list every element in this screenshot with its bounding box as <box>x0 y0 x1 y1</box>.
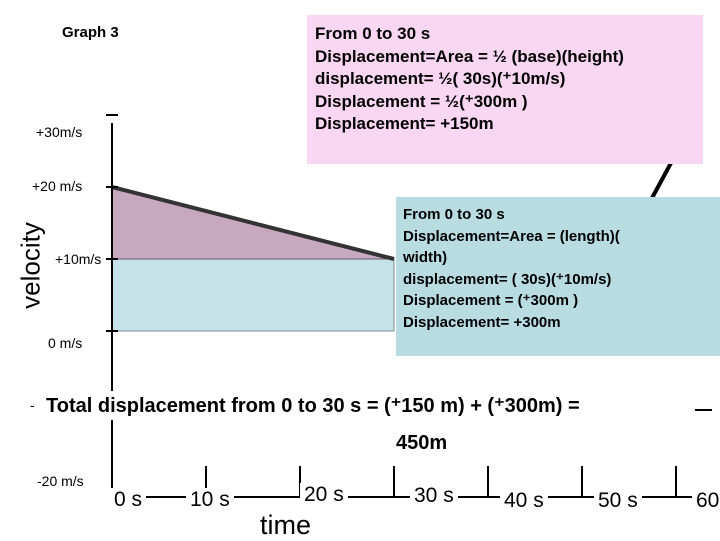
x-tick-label-50: 50 s <box>594 489 642 513</box>
rectangle-explanation-line: displacement= ( 30s)(⁺10m/s) <box>403 270 612 288</box>
triangle-explanation-line: Displacement = ½(⁺300m ) <box>315 91 528 111</box>
x-tick-label-20: 20 s <box>300 483 348 507</box>
triangle-explanation-line: From 0 to 30 s <box>315 24 431 43</box>
triangle-explanation-line: Displacement=Area = ½ (base)(height) <box>315 46 624 66</box>
graph-title: Graph 3 <box>62 24 119 41</box>
y-tick-label-minus: - <box>29 395 36 415</box>
triangle-area-explanation: From 0 to 30 s Displacement=Area = ½ (ba… <box>307 15 703 164</box>
y-tick-label-20: +20 m/s <box>28 176 87 196</box>
total-displacement-result: 450m <box>396 432 448 454</box>
y-tick-label-10: +10m/s <box>51 249 106 269</box>
y-tick-label-0: 0 m/s <box>44 333 87 353</box>
triangle-explanation-line: displacement= ½( 30s)(⁺10m/s) <box>315 69 566 89</box>
x-tick-label-30: 30 s <box>410 484 458 508</box>
triangle-explanation-line: Displacement= +150m <box>315 114 494 134</box>
x-tick-label-10: 10 s <box>186 488 234 512</box>
x-tick-label-40: 40 s <box>500 489 548 513</box>
y-axis-title: velocity <box>15 222 46 309</box>
x-axis-title: time <box>260 510 312 540</box>
total-displacement-text: Total displacement from 0 to 30 s = (⁺15… <box>34 391 580 420</box>
y-tick-label-30: +30m/s <box>32 122 87 142</box>
x-tick-label-0: 0 s <box>110 488 147 512</box>
rectangle-explanation-line: width) <box>403 249 448 266</box>
x-tick-label-60: 60 <box>692 489 720 513</box>
rectangle-explanation-line: Displacement = (⁺300m ) <box>403 292 579 309</box>
rectangle-explanation-line: Displacement=Area = (length)( <box>403 227 620 245</box>
velocity-line <box>111 185 395 261</box>
rectangle-explanation-line: Displacement= +300m <box>403 313 561 331</box>
y-tick-label-minus-20: -20 m/s <box>33 471 88 491</box>
rectangle-area-region <box>111 258 395 332</box>
rectangle-explanation-line: From 0 to 30 s <box>403 206 505 223</box>
rectangle-area-explanation: From 0 to 30 s Displacement=Area = (leng… <box>396 197 720 356</box>
